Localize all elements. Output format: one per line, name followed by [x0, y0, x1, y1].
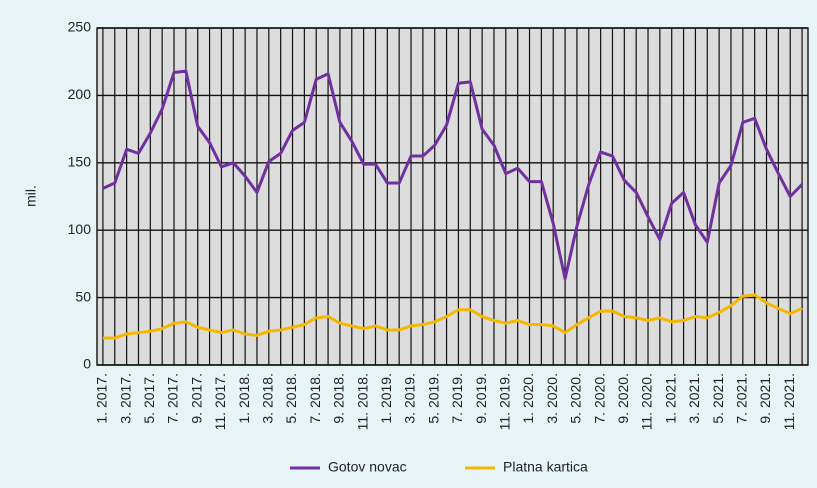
- x-tick-label: 5. 2019.: [425, 373, 441, 424]
- x-tick-label: 1. 2017.: [94, 373, 110, 424]
- y-axis-label: mil.: [23, 185, 39, 207]
- x-tick-label: 1. 2018.: [236, 373, 252, 424]
- y-tick-label: 50: [75, 288, 91, 304]
- x-tick-label: 9. 2018.: [331, 373, 347, 424]
- plot-border: [96, 27, 809, 366]
- x-tick-label: 7. 2017.: [165, 373, 181, 424]
- y-tick-label: 200: [68, 86, 92, 102]
- x-tick-label: 11. 2018.: [354, 373, 370, 430]
- y-tick-label: 250: [68, 19, 92, 35]
- x-tick-label: 9. 2020.: [615, 373, 631, 424]
- x-tick-label: 5. 2017.: [141, 373, 157, 424]
- series-line: [102, 293, 803, 340]
- x-tick-label: 9. 2017.: [188, 373, 204, 424]
- x-tick-label: 11. 2017.: [212, 373, 228, 430]
- legend-label: Platna kartica: [503, 459, 588, 475]
- x-tick-label: 3. 2021.: [686, 373, 702, 424]
- x-tick-label: 7. 2019.: [449, 373, 465, 424]
- x-tick-label: 7. 2018.: [307, 373, 323, 424]
- x-tick-label: 9. 2021.: [757, 373, 773, 424]
- x-tick-label: 11. 2020.: [639, 373, 655, 430]
- y-tick-label: 100: [68, 221, 92, 237]
- x-tick-label: 1. 2020.: [520, 373, 536, 424]
- x-tick-label: 5. 2018.: [283, 373, 299, 424]
- x-tick-label: 3. 2019.: [402, 373, 418, 424]
- y-tick-label: 0: [83, 356, 91, 372]
- x-tick-label: 3. 2018.: [260, 373, 276, 424]
- legend-label: Gotov novac: [328, 459, 407, 475]
- x-tick-label: 3. 2020.: [544, 373, 560, 424]
- x-tick-label: 9. 2019.: [473, 373, 489, 424]
- x-tick-label: 7. 2020.: [591, 373, 607, 424]
- x-tick-label: 11. 2019.: [497, 373, 513, 430]
- x-tick-label: 1. 2021.: [662, 373, 678, 424]
- plot-area: [97, 28, 808, 365]
- y-tick-label: 150: [68, 154, 92, 170]
- x-tick-label: 3. 2017.: [117, 373, 133, 424]
- x-tick-label: 1. 2019.: [378, 373, 394, 424]
- x-tick-label: 11. 2021.: [781, 373, 797, 430]
- x-tick-label: 5. 2021.: [710, 373, 726, 424]
- x-tick-label: 7. 2021.: [734, 373, 750, 424]
- series-line: [102, 69, 804, 281]
- x-tick-label: 5. 2020.: [568, 373, 584, 424]
